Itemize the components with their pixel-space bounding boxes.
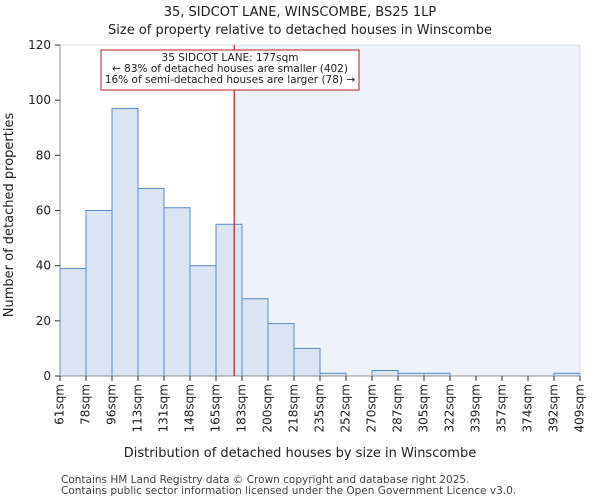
bar-78sqm (85, 210, 113, 377)
x-tick-label: 96sqm (105, 384, 119, 425)
x-tick-label: 165sqm (209, 384, 223, 432)
bar-131sqm (163, 207, 191, 377)
x-tick-label: 78sqm (79, 384, 93, 425)
x-tick-label: 183sqm (235, 384, 249, 432)
bars-group (59, 107, 581, 377)
x-tick-label: 218sqm (287, 384, 301, 432)
chart-title: 35, SIDCOT LANE, WINSCOMBE, BS25 1LP (164, 5, 437, 20)
x-tick-label: 235sqm (313, 384, 327, 432)
x-tick-label: 322sqm (443, 384, 457, 432)
y-ticks-group: 0 20 40 60 80 100 120 (28, 38, 60, 383)
bar-96sqm (111, 107, 139, 377)
x-tick-label: 148sqm (183, 384, 197, 432)
x-tick-label: 252sqm (339, 384, 353, 432)
bar-61sqm (59, 267, 87, 377)
x-tick-label: 131sqm (157, 384, 171, 432)
y-tick-label: 100 (28, 93, 51, 107)
x-tick-label: 392sqm (547, 384, 561, 432)
x-tick-label: 200sqm (261, 384, 275, 432)
y-tick-label: 40 (36, 259, 51, 273)
y-axis-label: Number of detached properties (2, 113, 17, 318)
x-tick-label: 287sqm (391, 384, 405, 432)
bar-165sqm (215, 223, 243, 377)
x-tick-label: 270sqm (365, 384, 379, 432)
bar-113sqm (137, 187, 165, 377)
highlight-region (234, 45, 580, 376)
annotation-line-1: 35 SIDCOT LANE: 177sqm (162, 52, 299, 64)
x-tick-label: 305sqm (417, 384, 431, 432)
annotation-line-3: 16% of semi-detached houses are larger (… (105, 74, 356, 86)
y-tick-label: 0 (43, 369, 51, 383)
bar-200sqm (267, 323, 295, 377)
footer-line-1: Contains HM Land Registry data © Crown c… (61, 474, 469, 486)
y-tick-label: 60 (36, 204, 51, 218)
y-tick-label: 80 (36, 148, 51, 162)
y-tick-label: 120 (28, 38, 51, 52)
x-tick-label: 113sqm (131, 384, 145, 432)
y-tick-label: 20 (36, 314, 51, 328)
chart-subtitle: Size of property relative to detached ho… (108, 23, 492, 38)
x-tick-label: 409sqm (573, 384, 587, 432)
x-tick-label: 357sqm (495, 384, 509, 432)
x-tick-label: 374sqm (521, 384, 535, 432)
x-tick-label: 339sqm (469, 384, 483, 432)
x-tick-label: 61sqm (53, 384, 67, 425)
bar-148sqm (189, 265, 217, 377)
x-ticks-group: 61sqm 78sqm 96sqm 113sqm 131sqm 148sqm 165sqm 1… (53, 376, 587, 432)
annotation-box (100, 49, 360, 91)
x-axis-label: Distribution of detached houses by size … (124, 446, 476, 461)
bar-270sqm (371, 369, 399, 377)
footer-line-2: Contains public sector information licen… (61, 485, 516, 497)
bar-218sqm (293, 347, 321, 377)
annotation-line-2: ← 83% of detached houses are smaller (40… (112, 63, 348, 75)
bar-183sqm (241, 298, 269, 377)
